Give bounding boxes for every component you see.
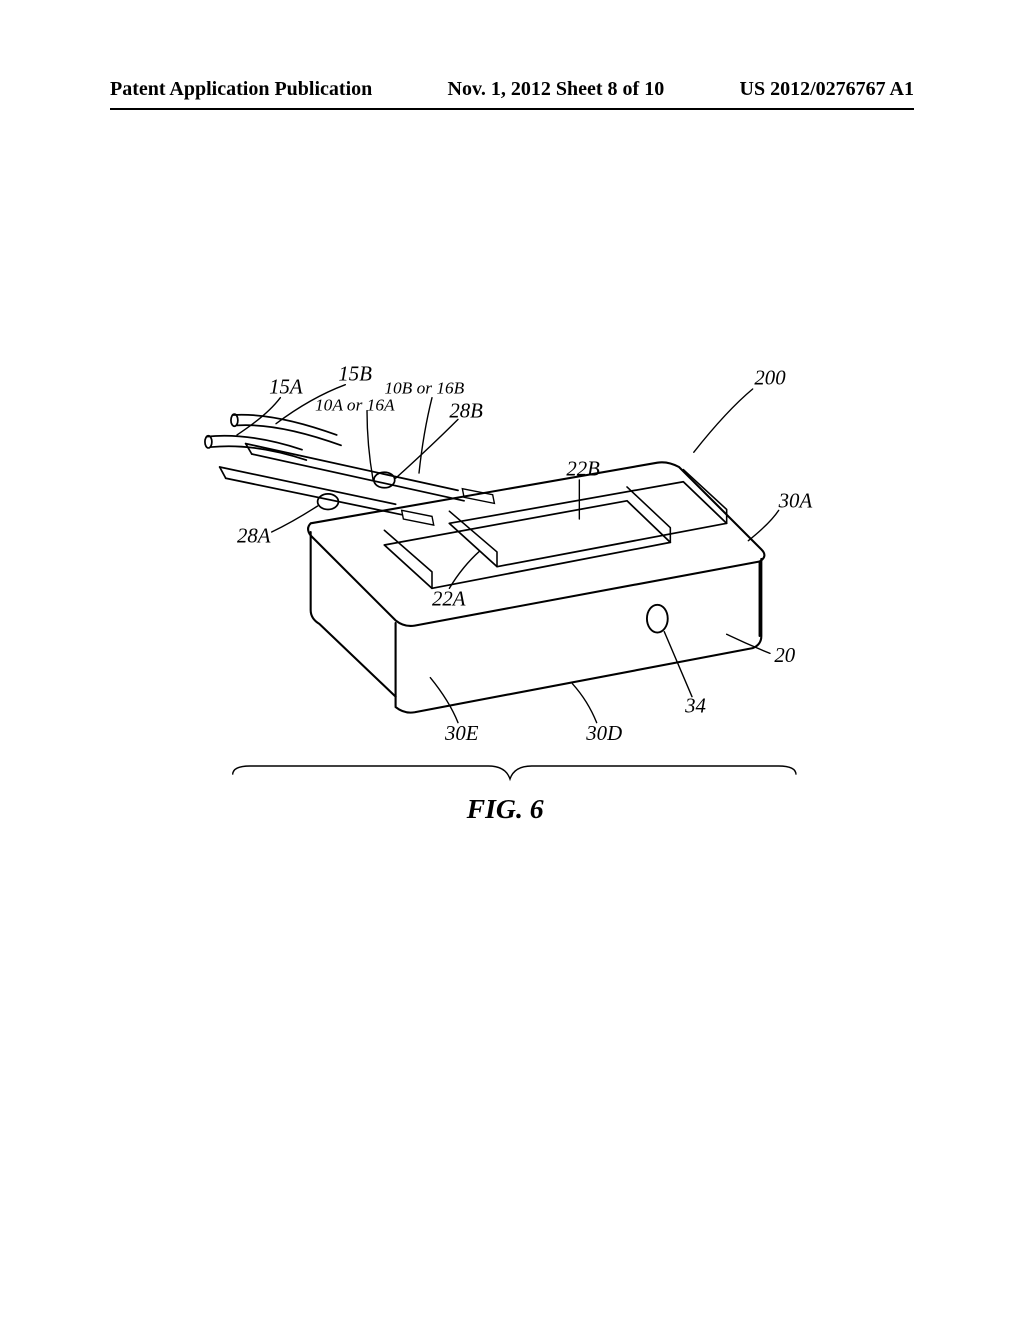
label-20: 20 <box>774 644 795 667</box>
header-right: US 2012/0276767 A1 <box>740 78 914 101</box>
figure-brace <box>233 766 796 779</box>
label-10A-or-16A: 10A or 16A <box>315 396 395 415</box>
label-28A: 28A <box>237 524 271 547</box>
header-center: Nov. 1, 2012 Sheet 8 of 10 <box>448 78 665 101</box>
figure-6: 200 15A 15B 10A or 16A 10B or 16B 28A 28… <box>120 350 900 870</box>
label-22B: 22B <box>566 458 600 481</box>
figure-svg: 200 15A 15B 10A or 16A 10B or 16B 28A 28… <box>120 350 900 870</box>
cables <box>205 414 494 525</box>
figure-caption: FIG. 6 <box>466 793 544 824</box>
header-rule <box>110 108 914 110</box>
label-34: 34 <box>684 694 706 717</box>
page-header: Patent Application Publication Nov. 1, 2… <box>110 78 914 101</box>
header-left: Patent Application Publication <box>110 78 372 101</box>
label-22A: 22A <box>432 588 466 611</box>
ref-labels: 200 15A 15B 10A or 16A 10B or 16B 28A 28… <box>237 362 812 745</box>
hole-34 <box>647 605 668 633</box>
label-30E: 30E <box>444 722 479 745</box>
label-10B-or-16B: 10B or 16B <box>384 378 464 397</box>
label-30D: 30D <box>585 722 622 745</box>
label-15B: 15B <box>338 362 372 385</box>
label-15A: 15A <box>269 375 303 398</box>
label-28B: 28B <box>449 400 483 423</box>
leaders <box>237 385 779 723</box>
label-200: 200 <box>754 367 786 390</box>
label-30A: 30A <box>778 490 813 513</box>
patent-page: Patent Application Publication Nov. 1, 2… <box>0 0 1024 1320</box>
